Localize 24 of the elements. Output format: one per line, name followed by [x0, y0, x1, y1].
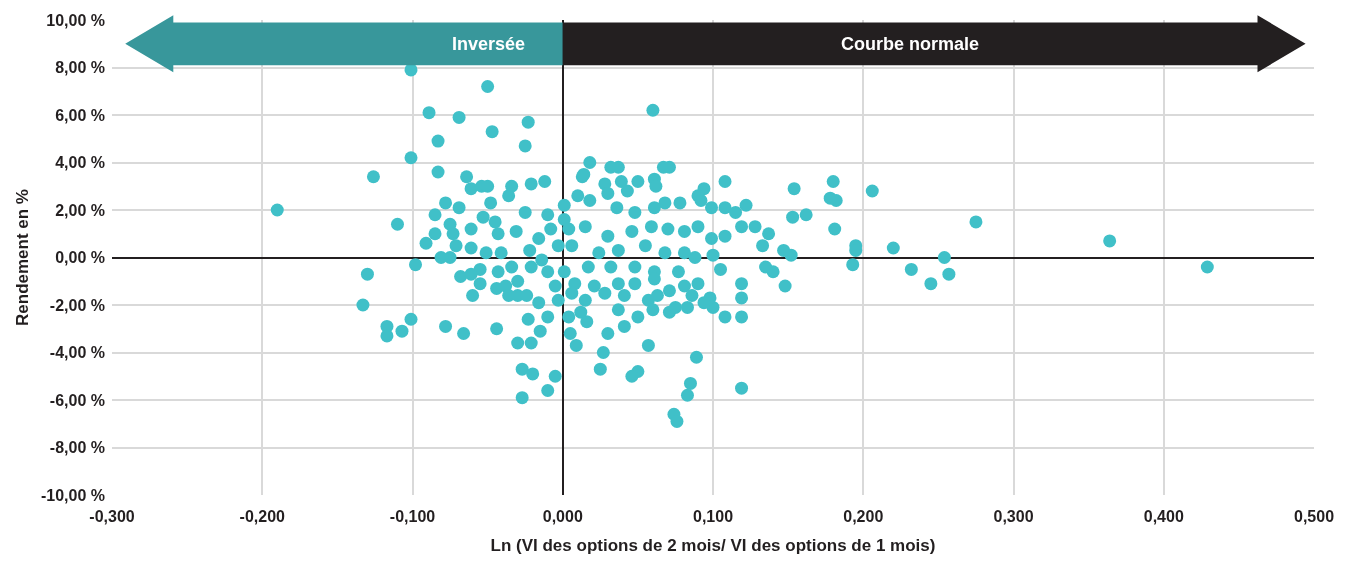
- x-tick-label: 0,500: [1293, 508, 1335, 525]
- y-tick-label: 2,00 %: [55, 201, 105, 219]
- x-tick-label: -0,100: [389, 508, 436, 525]
- y-tick-label: -2,00 %: [49, 296, 105, 314]
- y-axis-title: Rendement en %: [12, 189, 32, 326]
- x-tick-label: 0,400: [1143, 508, 1184, 525]
- y-tick-label: 10,00 %: [46, 11, 105, 29]
- x-tick-label: -0,300: [89, 508, 135, 525]
- y-tick-label: -6,00 %: [49, 391, 105, 409]
- y-tick-label: 4,00 %: [55, 154, 105, 172]
- x-tick-label: 0,100: [692, 508, 734, 525]
- y-tick-label: -4,00 %: [49, 344, 105, 362]
- x-tick-label: -0,200: [239, 508, 286, 525]
- annotation: Courbe normale: [841, 34, 980, 54]
- y-tick-label: 8,00 %: [55, 59, 105, 77]
- y-tick-label: -8,00 %: [49, 439, 105, 457]
- x-tick-label: 0,000: [542, 508, 583, 525]
- x-tick-label: 0,200: [843, 508, 884, 525]
- y-tick-label: 6,00 %: [55, 106, 105, 124]
- y-tick-label: -10,00 %: [40, 486, 105, 504]
- x-axis-title: Ln (VI des options de 2 mois/ VI des options de 1 mois): [490, 536, 936, 556]
- annotation: Inversée: [452, 34, 526, 54]
- y-tick-label: 0,00 %: [55, 249, 105, 267]
- x-tick-label: 0,300: [993, 508, 1034, 525]
